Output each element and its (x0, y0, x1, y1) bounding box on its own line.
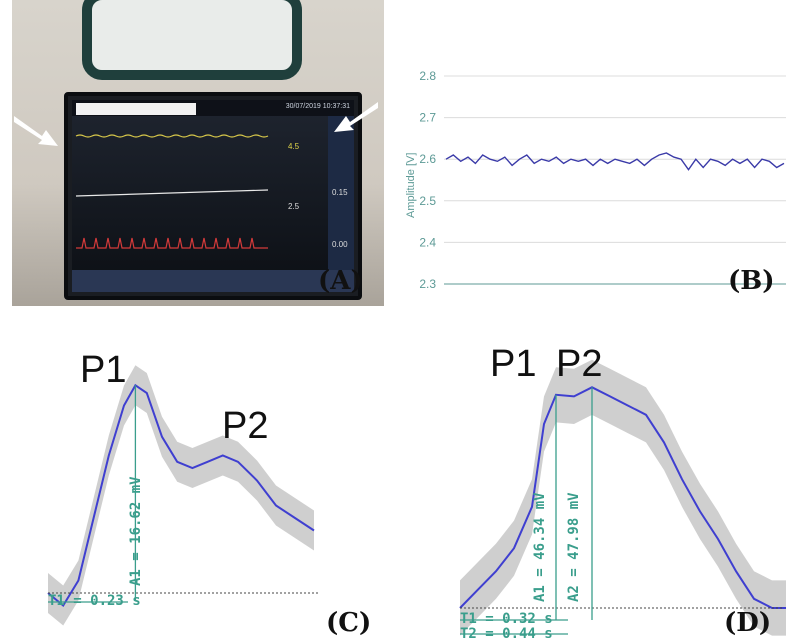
panel-b-y-tick-label: 2.4 (419, 235, 436, 249)
monitor-value-2: 2.5 (288, 202, 300, 211)
panel-b-series-line (445, 152, 785, 171)
panel-d-t1-annotation: T1 = 0.32 s (460, 611, 553, 627)
patient-monitor: 30/07/2019 10:37:31 4.5 2.5 0.15 0.00 (64, 92, 362, 300)
monitor-wave-red (76, 237, 268, 249)
monitor-patient-box (76, 103, 196, 115)
panel-a-photo: 30/07/2019 10:37:31 4.5 2.5 0.15 0.00 (A… (12, 0, 384, 306)
panel-b-y-axis-label: Amplitude [V] (405, 153, 417, 218)
panel-d-a2-annotation: A2 = 47.98 mV (566, 492, 582, 602)
panel-b-y-tick-label: 2.5 (419, 194, 436, 208)
monitor-datetime: 30/07/2019 10:37:31 (285, 103, 350, 110)
panel-d-label: (D) (724, 608, 772, 638)
monitor-value-1: 4.5 (288, 142, 300, 151)
panel-c-label: (C) (326, 608, 372, 638)
panel-b-y-tick-label: 2.8 (419, 69, 436, 83)
panel-b-y-tick-label: 2.3 (419, 277, 436, 291)
monitor-status-bar: 30/07/2019 10:37:31 (72, 100, 354, 116)
panel-d-t2-annotation: T2 = 0.44 s (460, 626, 553, 642)
panel-d-chart: P1 P2 A1 = 46.34 mV A2 = 47.98 mV T1 = 0… (459, 343, 786, 642)
panel-b-label: (B) (728, 266, 775, 296)
panel-b-y-tick-label: 2.6 (419, 152, 436, 166)
panel-d-peak-p1: P1 (490, 343, 536, 385)
panel-c-confidence-band (48, 365, 314, 626)
panel-c-t1-annotation: T1 = 0.23 s (48, 593, 141, 609)
panel-d-confidence-band (460, 359, 786, 636)
monitor-waveforms (75, 134, 269, 249)
panel-b-y-tick-label: 2.7 (419, 111, 436, 125)
panel-b-y-ticks: 2.8 2.7 2.6 2.5 2.4 2.3 (419, 69, 436, 291)
monitor-bottom-bar (72, 270, 354, 292)
monitor-wave-yellow (75, 134, 269, 138)
panel-d-a1-annotation: A1 = 46.34 mV (532, 492, 548, 602)
monitor-value-3: 0.15 (332, 188, 348, 197)
right-arrow-icon (334, 102, 378, 132)
panel-d-series-line (459, 386, 786, 609)
panel-c-series-line (47, 383, 315, 608)
left-arrow-icon (14, 116, 58, 146)
monitor-screen: 30/07/2019 10:37:31 4.5 2.5 0.15 0.00 (72, 100, 354, 292)
monitor-value-4: 0.00 (332, 240, 348, 249)
panel-b-gridlines (444, 75, 786, 285)
panel-d-peak-p2: P2 (556, 343, 602, 385)
monitor-side-column: 0.15 0.00 (328, 116, 354, 270)
monitor-wave-white (75, 189, 269, 197)
panel-c-peak-p1: P1 (80, 349, 126, 391)
panel-c-peak-p2: P2 (222, 405, 268, 447)
panel-c-a1-annotation: A1 = 16.62 mV (128, 476, 144, 586)
panel-c-chart: P1 P2 A1 = 16.62 mV T1 = 0.23 s (47, 349, 318, 626)
window-frame (82, 0, 302, 80)
panel-b-chart: 2.8 2.7 2.6 2.5 2.4 2.3 Amplitude [V] (405, 69, 786, 291)
panel-a-label: (A) (318, 266, 363, 296)
